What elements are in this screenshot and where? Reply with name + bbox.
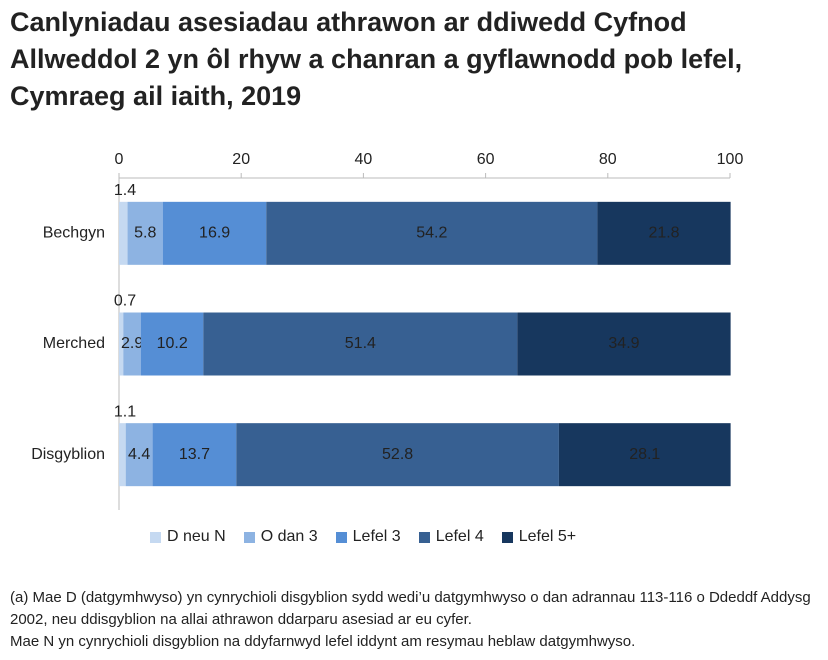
x-tick-label: 40 [355, 151, 373, 168]
data-label: 52.8 [382, 446, 413, 463]
legend-swatch [150, 531, 161, 543]
bar-segment [127, 201, 163, 265]
bar-segment [152, 423, 237, 487]
legend-item: Lefel 4 [418, 528, 484, 546]
bar-segment [119, 423, 126, 487]
legend-item: D neu N [150, 528, 226, 546]
legend-item: O dan 3 [243, 528, 318, 546]
data-label: 2.9 [121, 335, 143, 352]
bar-segment [558, 423, 731, 487]
data-label: 1.4 [114, 182, 136, 199]
bar-segment [203, 312, 518, 376]
legend-item: Lefel 3 [335, 528, 401, 546]
y-tick-label: Bechgyn [43, 225, 105, 242]
data-label: 34.9 [608, 335, 639, 352]
x-tick-label: 20 [232, 151, 250, 168]
data-label: 13.7 [179, 446, 210, 463]
footnote: (a) Mae D (datgymhwyso) yn cynrychioli d… [10, 589, 811, 628]
data-label: 10.2 [157, 335, 188, 352]
legend-swatch [501, 531, 513, 543]
bar-segment [119, 201, 128, 265]
data-label: 1.1 [114, 403, 136, 420]
legend-label: O dan 3 [260, 528, 318, 545]
data-label: 28.1 [629, 446, 660, 463]
x-tick-label: 0 [115, 151, 124, 168]
legend-item: Lefel 5+ [501, 528, 577, 546]
y-tick-label: Disgyblion [31, 446, 105, 463]
legend-label: Lefel 4 [435, 528, 484, 545]
data-label: 21.8 [648, 225, 679, 242]
bar-segment [140, 312, 204, 376]
data-label: 5.8 [134, 225, 156, 242]
legend-label: Lefel 3 [352, 528, 401, 545]
bar-segment [236, 423, 559, 487]
x-tick-label: 100 [717, 151, 744, 168]
x-tick-label: 80 [599, 151, 617, 168]
legend-swatch [418, 531, 430, 543]
legend-swatch [243, 531, 255, 543]
data-label: 16.9 [199, 225, 230, 242]
legend-label: Lefel 5+ [518, 528, 577, 545]
footnote: Mae N yn cynrychioli disgyblion na ddyfa… [10, 633, 636, 650]
legend: D neu N O dan 3 Lefel 3 Lefel 4 Lefel 5+ [150, 528, 576, 546]
bar-segment [162, 201, 267, 265]
data-label: 4.4 [128, 446, 150, 463]
footnotes: (a) Mae D (datgymhwyso) yn cynrychioli d… [10, 587, 825, 653]
chart-title: Canlyniadau asesiadau athrawon ar ddiwed… [10, 7, 743, 111]
x-tick-label: 60 [477, 151, 495, 168]
bar-segment [517, 312, 731, 376]
bar-segment [123, 312, 141, 376]
bar-segment [266, 201, 598, 265]
data-label: 51.4 [345, 335, 376, 352]
legend-swatch [335, 531, 347, 543]
bar-segment [597, 201, 731, 265]
bar-segment [119, 312, 124, 376]
y-tick-label: Merched [43, 335, 105, 352]
bar-segment [125, 423, 153, 487]
legend-label: D neu N [167, 528, 226, 545]
data-label: 54.2 [416, 225, 447, 242]
data-label: 0.7 [114, 293, 136, 310]
